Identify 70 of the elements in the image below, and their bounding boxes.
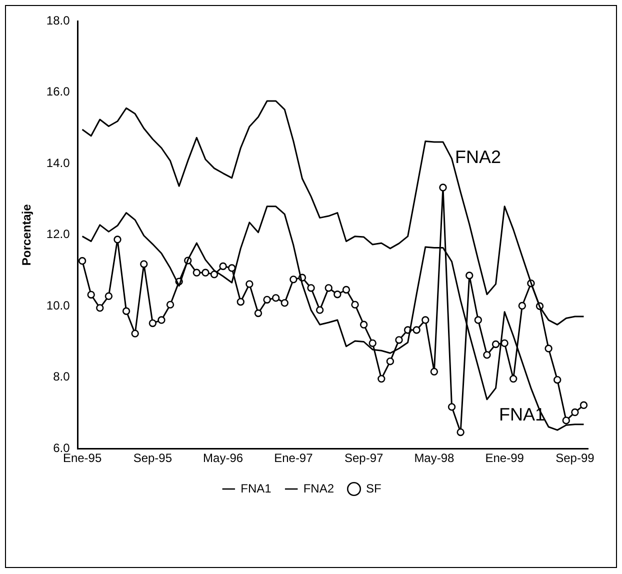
point — [104, 292, 113, 300]
point — [290, 276, 298, 284]
point — [114, 236, 122, 244]
point — [386, 357, 394, 366]
point — [439, 184, 447, 192]
point — [412, 326, 420, 334]
point — [210, 270, 218, 278]
point — [148, 319, 157, 328]
point — [324, 284, 332, 292]
point — [562, 416, 570, 424]
y-tick-label: 10.0 — [46, 298, 70, 312]
y-axis-title: Porcentaje — [20, 204, 34, 266]
point — [500, 339, 508, 348]
point — [280, 299, 288, 307]
point — [192, 268, 201, 277]
legend-label: FNA2 — [303, 481, 334, 496]
x-tick-label: May-96 — [203, 451, 244, 466]
point — [158, 316, 166, 324]
legend-label: FNA1 — [240, 481, 272, 496]
point — [78, 257, 86, 265]
point — [360, 320, 368, 329]
point — [544, 344, 552, 352]
point — [395, 336, 403, 344]
point — [236, 298, 244, 306]
point — [96, 304, 104, 312]
point — [474, 316, 482, 324]
point — [122, 307, 130, 315]
point — [263, 296, 271, 304]
point — [131, 330, 139, 338]
y-tick-label: 18.0 — [46, 14, 70, 28]
point — [202, 268, 210, 277]
point — [342, 286, 350, 294]
point — [351, 300, 359, 309]
x-tick-label: Ene-97 — [274, 451, 314, 466]
point — [166, 300, 174, 309]
point — [272, 294, 280, 302]
point — [430, 368, 438, 376]
x-tick-label: Ene-99 — [485, 451, 524, 466]
point — [334, 290, 342, 298]
point — [456, 428, 464, 436]
point — [378, 374, 386, 383]
point — [422, 316, 430, 324]
point — [571, 408, 579, 416]
point — [580, 401, 588, 409]
point — [510, 374, 518, 383]
y-tick-label: 16.0 — [46, 84, 70, 99]
point — [228, 264, 236, 272]
x-tick-label: May-98 — [414, 451, 455, 466]
point — [219, 262, 227, 270]
x-tick-label: Sep-97 — [344, 451, 384, 466]
point — [466, 272, 474, 280]
point — [316, 306, 324, 314]
point — [87, 290, 95, 299]
y-tick-label: 14.0 — [46, 156, 70, 170]
y-tick-label: 8.0 — [53, 370, 70, 384]
annotation: FNA2 — [454, 146, 501, 167]
x-tick-label: Sep-99 — [556, 451, 595, 466]
point — [554, 376, 562, 384]
point — [448, 403, 456, 411]
point — [246, 280, 254, 288]
point — [518, 302, 526, 310]
point — [254, 309, 262, 318]
point — [483, 351, 491, 359]
y-tick-label: 12.0 — [46, 227, 70, 242]
point — [492, 340, 500, 348]
point — [140, 260, 148, 268]
point — [307, 284, 315, 292]
legend-label: SF — [366, 481, 382, 496]
x-tick-label: Sep-95 — [133, 451, 172, 466]
point — [368, 339, 376, 348]
